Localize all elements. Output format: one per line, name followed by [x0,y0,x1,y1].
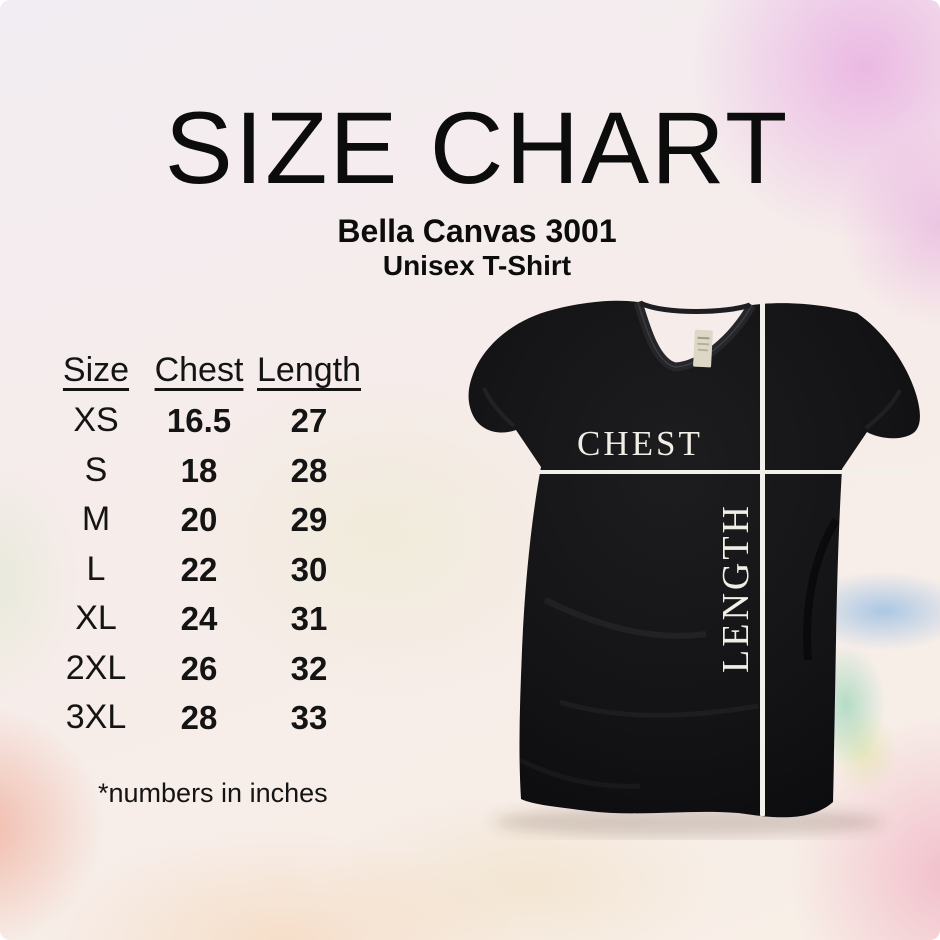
row-size: M [81,500,111,538]
row-length: 30 [290,550,328,588]
row-chest: 24 [180,600,218,637]
table-row: S 18 28 [40,446,372,496]
table-row: XL 24 31 [40,594,372,644]
collar-tag [693,329,713,368]
row-size: XS [73,401,119,439]
header-block: SIZE CHART Bella Canvas 3001 Unisex T-Sh… [14,0,940,281]
chest-label: CHEST [577,424,703,463]
size-table: Size Chest Length XS 16.5 27 S 18 28 M 2… [40,344,372,743]
row-length: 33 [290,699,328,736]
tshirt-image [468,300,920,837]
row-chest: 16.5 [166,402,232,439]
table-header-row: Size Chest Length [40,344,372,396]
row-length: 27 [290,402,328,439]
collar-band [633,300,756,372]
header-size: Size [62,351,130,389]
chest-measure-line [536,470,907,474]
table-row: M 20 29 [40,495,372,545]
row-chest: 28 [180,699,218,736]
row-length: 28 [290,451,328,489]
product-type: Unisex T-Shirt [382,250,572,281]
row-size: 3XL [65,698,127,736]
row-size: 2XL [65,648,127,687]
header-chest: Chest [154,351,244,389]
row-length: 29 [290,501,328,538]
page-title: SIZE CHART [164,91,790,205]
table-row: 3XL 28 33 [40,693,372,743]
units-footnote: *numbers in inches [98,778,328,808]
row-chest: 18 [180,451,218,489]
row-size: S [84,450,108,489]
header-length: Length [257,351,361,389]
table-row: L 22 30 [40,545,372,595]
row-chest: 22 [180,550,218,588]
row-size: XL [75,599,117,637]
tshirt-body [468,300,920,818]
row-length: 31 [290,600,328,637]
table-row: XS 16.5 27 [40,396,372,446]
length-label: LENGTH [715,503,757,673]
length-measure-line [760,301,765,816]
row-chest: 26 [180,649,218,687]
row-length: 32 [290,649,328,687]
table-row: 2XL 26 32 [40,644,372,694]
row-size: L [86,549,106,588]
product-name: Bella Canvas 3001 [337,213,617,249]
row-chest: 20 [180,501,218,538]
